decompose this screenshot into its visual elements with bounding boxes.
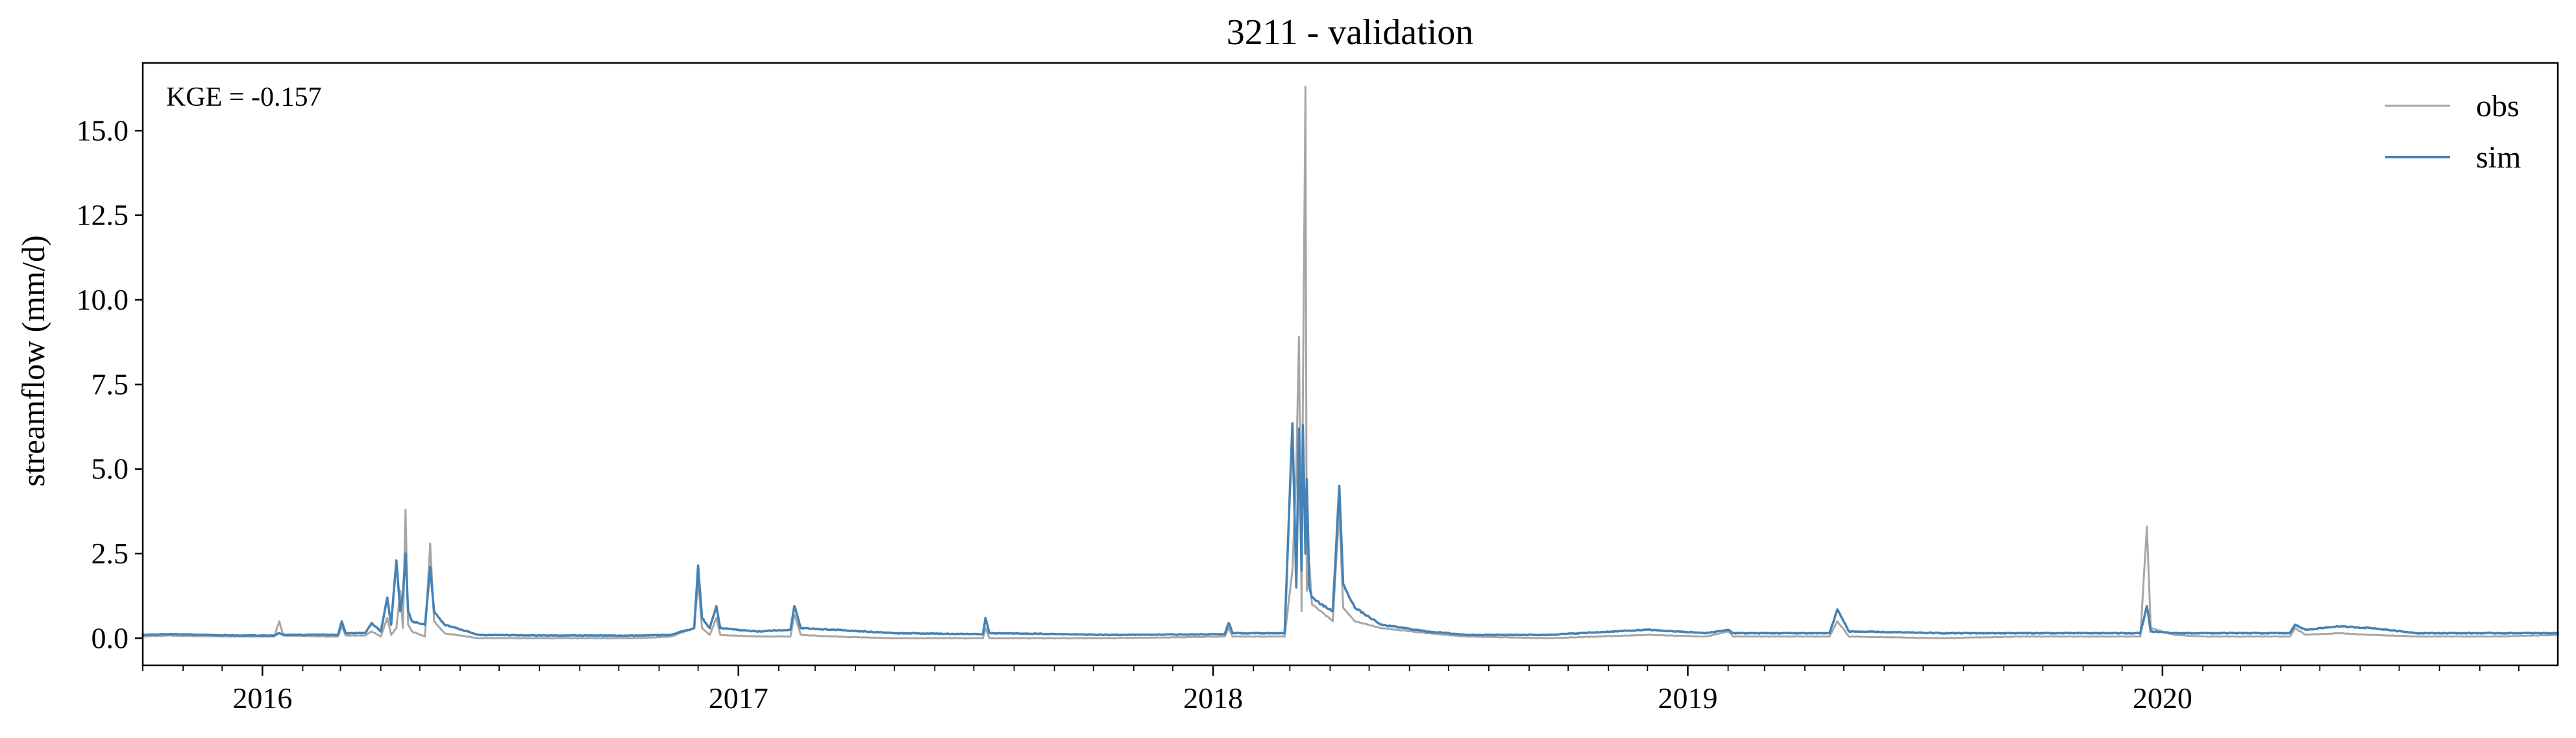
x-tick-label: 2020 [2133, 682, 2192, 715]
kge-annotation: KGE = -0.157 [166, 82, 322, 112]
chart-title: 3211 - validation [1227, 12, 1474, 53]
y-tick-label: 0.0 [92, 621, 129, 654]
y-axis-label: streamflow (mm/d) [15, 235, 51, 486]
ticks-layer: 0.0 2.5 5.0 7.5 10.0 12.5 15.0 2016 2017 2018 2019… [77, 114, 2520, 715]
legend: obs sim [2385, 89, 2521, 175]
series-line-sim [141, 422, 2559, 637]
x-tick-label: 2017 [709, 682, 768, 715]
y-tick-label: 5.0 [92, 452, 129, 486]
legend-label-sim: sim [2476, 140, 2521, 175]
x-tick-label: 2019 [1658, 682, 1717, 715]
y-tick-label: 7.5 [92, 367, 129, 400]
x-tick-label: 2016 [232, 682, 292, 715]
y-tick-label: 15.0 [77, 114, 129, 147]
y-tick-label: 12.5 [77, 199, 129, 232]
plot-frame [141, 62, 2559, 667]
x-tick-label: 2018 [1183, 682, 1243, 715]
series-line-obs [141, 86, 2559, 640]
y-tick-label: 10.0 [77, 283, 129, 316]
plot-area: 0.0 2.5 5.0 7.5 10.0 12.5 15.0 2016 2017 2018 2019… [77, 62, 2559, 715]
legend-label-obs: obs [2476, 89, 2520, 123]
series-layer [141, 86, 2559, 640]
y-tick-label: 2.5 [92, 537, 129, 570]
